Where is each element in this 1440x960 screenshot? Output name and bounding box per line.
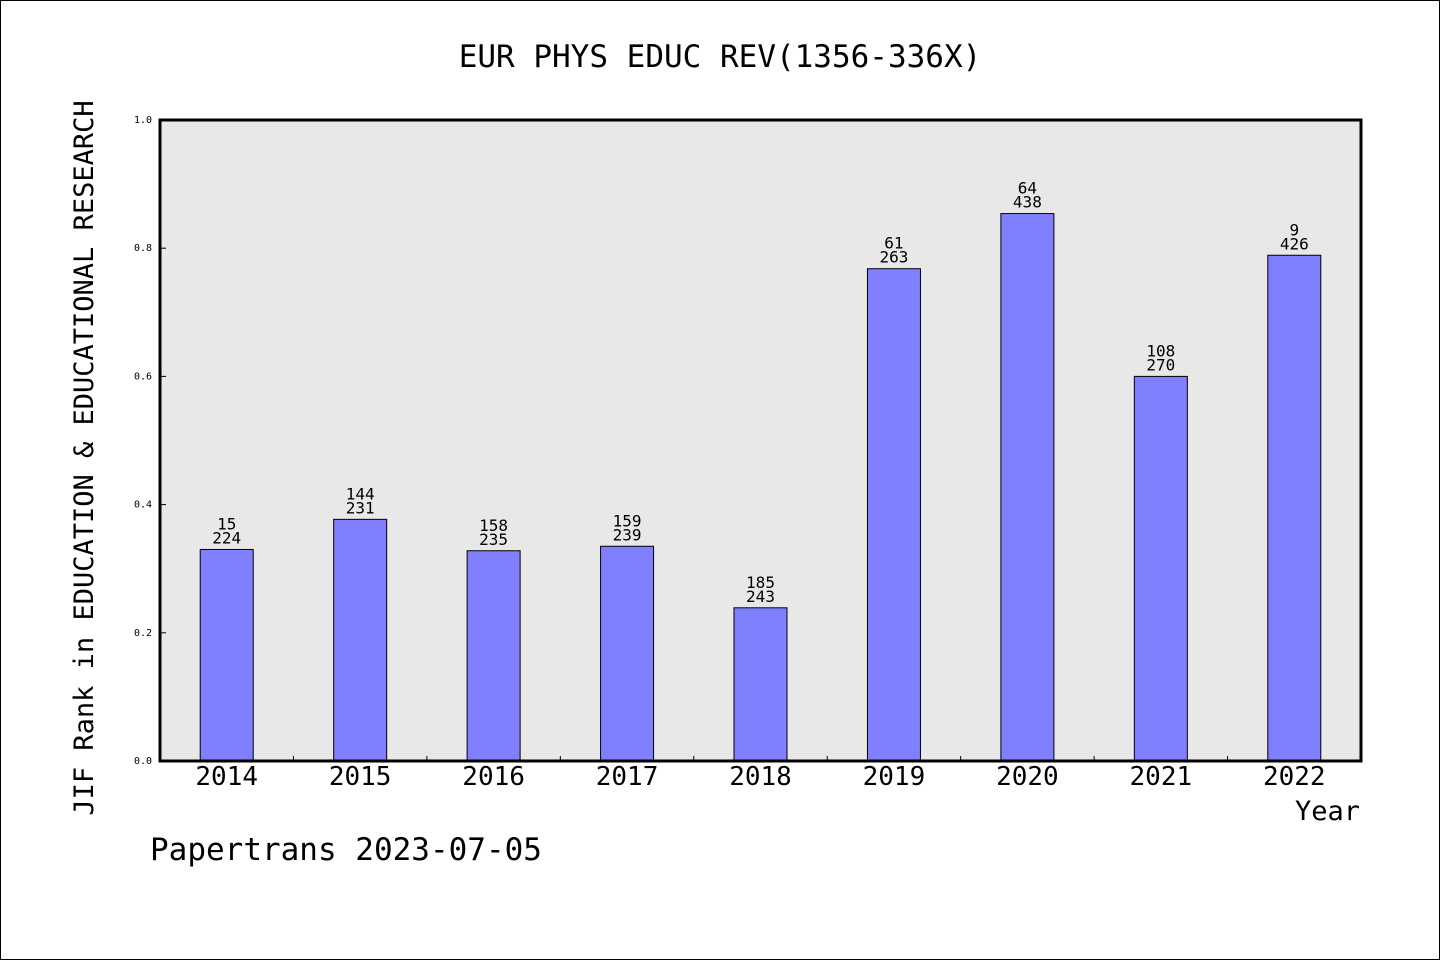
- bar-label-total: 263: [879, 248, 908, 267]
- bar-label-rank: 185: [746, 573, 775, 592]
- x-tick-label: 2018: [729, 762, 792, 792]
- chart-title: EUR PHYS EDUC REV(1356-336X): [459, 39, 982, 75]
- bar-label-rank: 159: [613, 511, 642, 530]
- y-axis-label: JIF Rank in EDUCATION & EDUCATIONAL RESE…: [69, 100, 100, 815]
- bar-2014: [199, 548, 254, 762]
- plot-border: [158, 118, 1363, 763]
- footer-note: Papertrans 2023-07-05: [150, 832, 542, 868]
- y-tick-label: 0.4: [134, 500, 152, 511]
- y-tick-label: 0.8: [134, 243, 152, 254]
- x-axis-label: Year: [1295, 796, 1360, 827]
- bar-label-rank: 144: [346, 484, 375, 503]
- bar-2022: [1267, 254, 1322, 762]
- y-tick-label: 0.0: [134, 756, 152, 767]
- bar-label-total: 231: [346, 498, 375, 517]
- x-tick-label: 2014: [195, 762, 258, 792]
- bar-label-rank: 61: [884, 234, 903, 253]
- bar-2020: [1000, 213, 1055, 762]
- bar-label-rank: 64: [1018, 179, 1037, 198]
- y-tick-label: 0.6: [134, 371, 152, 382]
- bar-label-rank: 108: [1146, 341, 1175, 360]
- bar-label-total: 243: [746, 587, 775, 606]
- x-axis-ticks: 2014 2015 2016 2017 2018 2019 2020 2021 2022: [195, 756, 1326, 792]
- bar-2016: [466, 550, 521, 762]
- x-tick-label: 2022: [1263, 762, 1326, 792]
- bar-2018: [733, 607, 788, 762]
- x-tick-label: 2020: [996, 762, 1059, 792]
- bar-label-total: 235: [479, 530, 508, 549]
- bar-label-rank: 158: [479, 516, 508, 535]
- bar-label-rank: 9: [1289, 220, 1299, 239]
- x-tick-label: 2016: [462, 762, 525, 792]
- x-tick-label: 2017: [596, 762, 659, 792]
- bar-2017: [600, 545, 655, 762]
- x-tick-label: 2021: [1130, 762, 1193, 792]
- bar-2021: [1133, 375, 1188, 762]
- bar-label-rank: 15: [217, 514, 236, 533]
- bar-label-total: 270: [1146, 355, 1175, 374]
- bar-label-total: 224: [212, 528, 241, 547]
- y-tick-label: 0.2: [134, 628, 152, 639]
- bar-label-total: 239: [613, 525, 642, 544]
- x-tick-label: 2019: [863, 762, 926, 792]
- x-tick-label: 2015: [329, 762, 392, 792]
- bar-label-total: 438: [1013, 193, 1042, 212]
- bar-2019: [866, 268, 921, 762]
- bar-label-total: 426: [1280, 234, 1309, 253]
- y-tick-label: 1.0: [134, 115, 152, 126]
- bar-2015: [333, 518, 388, 762]
